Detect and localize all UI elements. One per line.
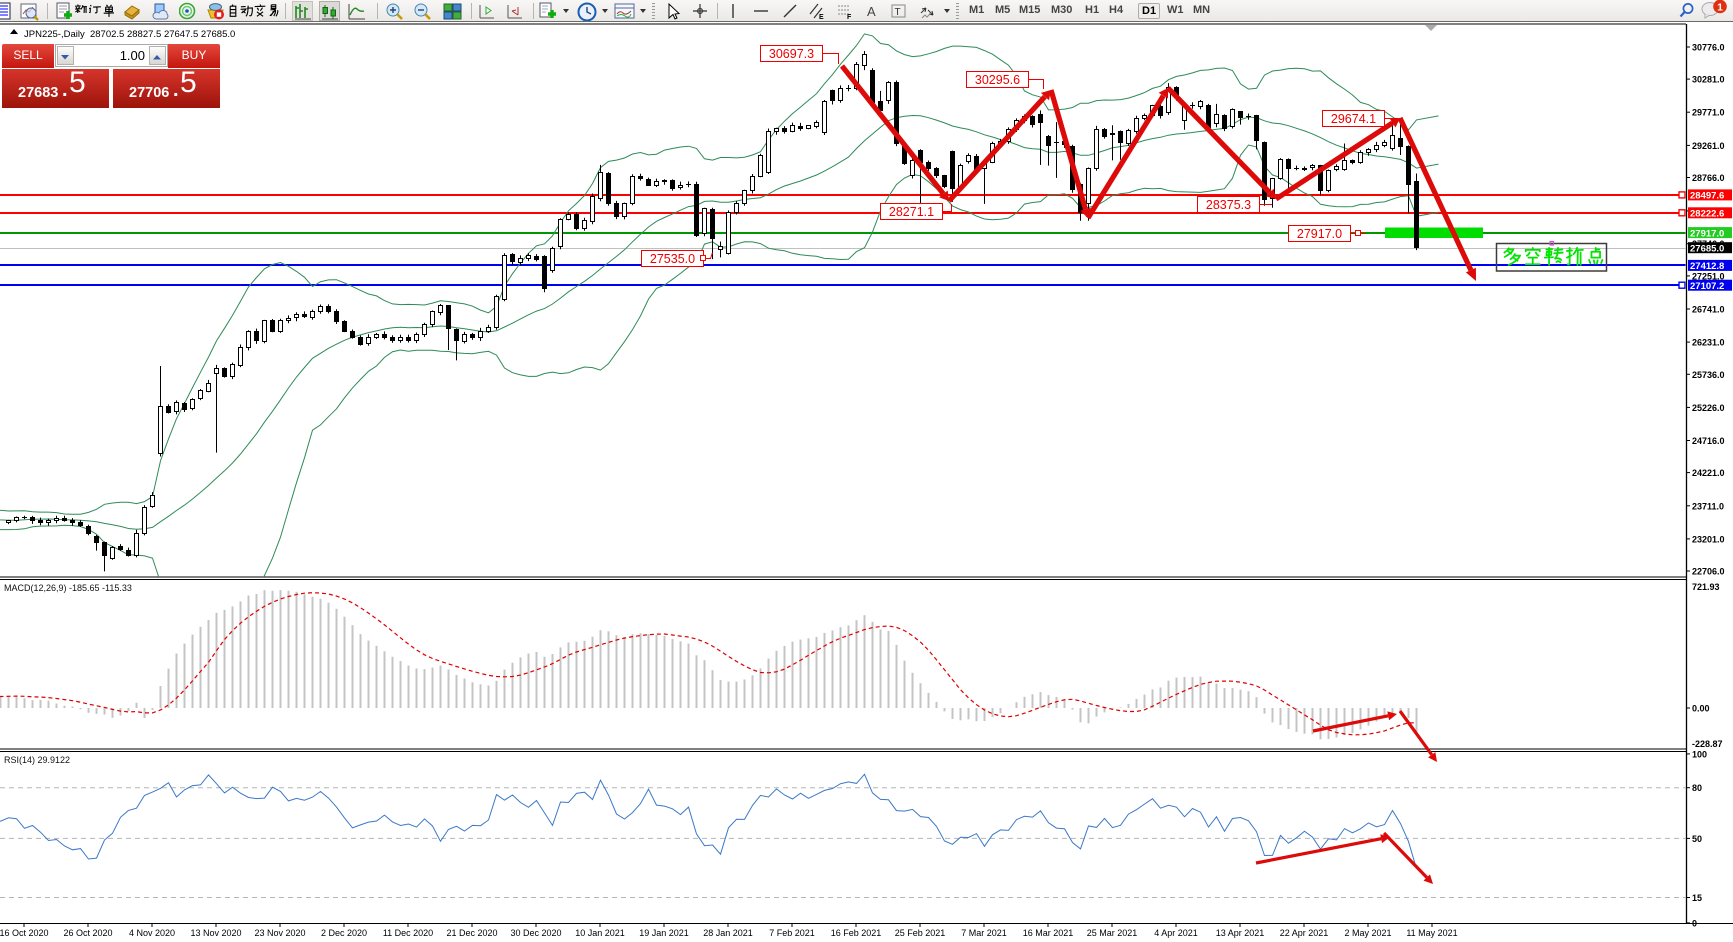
svg-text:11 May 2021: 11 May 2021 bbox=[1406, 928, 1457, 938]
svg-text:24221.0: 24221.0 bbox=[1692, 468, 1725, 478]
svg-text:30 Dec 2020: 30 Dec 2020 bbox=[510, 928, 561, 938]
svg-text:28375.3: 28375.3 bbox=[1206, 198, 1251, 212]
svg-text:29261.0: 29261.0 bbox=[1692, 141, 1725, 151]
svg-text:21 Dec 2020: 21 Dec 2020 bbox=[446, 928, 497, 938]
svg-text:MACD(12,26,9) -185.65 -115.33: MACD(12,26,9) -185.65 -115.33 bbox=[4, 583, 132, 593]
svg-text:28497.6: 28497.6 bbox=[1690, 191, 1724, 202]
svg-text:F: F bbox=[847, 14, 852, 21]
svg-text:10 Jan 2021: 10 Jan 2021 bbox=[575, 928, 625, 938]
svg-text:80: 80 bbox=[1692, 783, 1702, 793]
svg-text:26 Oct 2020: 26 Oct 2020 bbox=[63, 928, 112, 938]
svg-text:25736.0: 25736.0 bbox=[1692, 370, 1725, 380]
svg-text:27412.8: 27412.8 bbox=[1690, 261, 1724, 272]
svg-text:-228.87: -228.87 bbox=[1692, 739, 1723, 749]
svg-text:100: 100 bbox=[1692, 749, 1707, 759]
svg-text:27917.0: 27917.0 bbox=[1690, 228, 1724, 239]
svg-text:11 Dec 2020: 11 Dec 2020 bbox=[383, 928, 433, 938]
svg-text:28766.0: 28766.0 bbox=[1692, 173, 1725, 183]
svg-text:2 May 2021: 2 May 2021 bbox=[1344, 928, 1391, 938]
svg-text:721.93: 721.93 bbox=[1692, 582, 1720, 592]
svg-text:26231.0: 26231.0 bbox=[1692, 338, 1725, 348]
svg-text:23201.0: 23201.0 bbox=[1692, 534, 1725, 544]
svg-text:23 Nov 2020: 23 Nov 2020 bbox=[254, 928, 305, 938]
svg-text:28222.6: 28222.6 bbox=[1690, 209, 1724, 220]
svg-text:16 Mar 2021: 16 Mar 2021 bbox=[1023, 928, 1074, 938]
svg-text:4 Apr 2021: 4 Apr 2021 bbox=[1154, 928, 1198, 938]
svg-text:28271.1: 28271.1 bbox=[889, 205, 934, 219]
svg-text:27917.0: 27917.0 bbox=[1297, 227, 1342, 241]
svg-text:28 Jan 2021: 28 Jan 2021 bbox=[703, 928, 753, 938]
svg-text:1: 1 bbox=[1717, 2, 1723, 14]
svg-text:A: A bbox=[867, 4, 876, 19]
svg-text:0.00: 0.00 bbox=[1692, 704, 1710, 714]
svg-text:29771.0: 29771.0 bbox=[1692, 108, 1725, 118]
svg-text:25226.0: 25226.0 bbox=[1692, 403, 1725, 413]
svg-text:2 Dec 2020: 2 Dec 2020 bbox=[321, 928, 367, 938]
svg-text:E: E bbox=[819, 14, 824, 21]
svg-text:15: 15 bbox=[1692, 893, 1702, 903]
svg-text:22 Apr 2021: 22 Apr 2021 bbox=[1280, 928, 1329, 938]
svg-text:25 Mar 2021: 25 Mar 2021 bbox=[1087, 928, 1138, 938]
svg-text:27251.0: 27251.0 bbox=[1692, 271, 1725, 281]
svg-text:27685.0: 27685.0 bbox=[1690, 244, 1724, 255]
svg-text:16 Oct 2020: 16 Oct 2020 bbox=[0, 928, 49, 938]
svg-text:T: T bbox=[895, 7, 901, 18]
svg-text:27107.2: 27107.2 bbox=[1690, 281, 1724, 292]
svg-text:26741.0: 26741.0 bbox=[1692, 305, 1725, 315]
svg-text:24716.0: 24716.0 bbox=[1692, 436, 1725, 446]
svg-text:50: 50 bbox=[1692, 834, 1702, 844]
svg-text:RSI(14) 29.9122: RSI(14) 29.9122 bbox=[4, 755, 70, 765]
svg-text:13 Apr 2021: 13 Apr 2021 bbox=[1216, 928, 1265, 938]
svg-text:19 Jan 2021: 19 Jan 2021 bbox=[639, 928, 689, 938]
svg-text:23711.0: 23711.0 bbox=[1692, 501, 1724, 511]
svg-text:7 Feb 2021: 7 Feb 2021 bbox=[769, 928, 815, 938]
svg-text:30295.6: 30295.6 bbox=[975, 73, 1020, 87]
svg-text:30281.0: 30281.0 bbox=[1692, 75, 1725, 85]
svg-text:30697.3: 30697.3 bbox=[769, 47, 814, 61]
svg-text:4 Nov 2020: 4 Nov 2020 bbox=[129, 928, 175, 938]
svg-text:29674.1: 29674.1 bbox=[1331, 112, 1376, 126]
svg-text:16 Feb 2021: 16 Feb 2021 bbox=[831, 928, 882, 938]
svg-text:0: 0 bbox=[1692, 918, 1697, 928]
svg-text:27535.0: 27535.0 bbox=[650, 252, 695, 266]
svg-text:22706.0: 22706.0 bbox=[1692, 567, 1725, 577]
svg-text:JPN225-,Daily 28702.5 28827.5: JPN225-,Daily 28702.5 28827.5 27647.5 27… bbox=[24, 29, 235, 40]
svg-text:30776.0: 30776.0 bbox=[1692, 43, 1725, 53]
svg-text:25 Feb 2021: 25 Feb 2021 bbox=[895, 928, 946, 938]
svg-text:7 Mar 2021: 7 Mar 2021 bbox=[961, 928, 1007, 938]
svg-text:13 Nov 2020: 13 Nov 2020 bbox=[190, 928, 241, 938]
